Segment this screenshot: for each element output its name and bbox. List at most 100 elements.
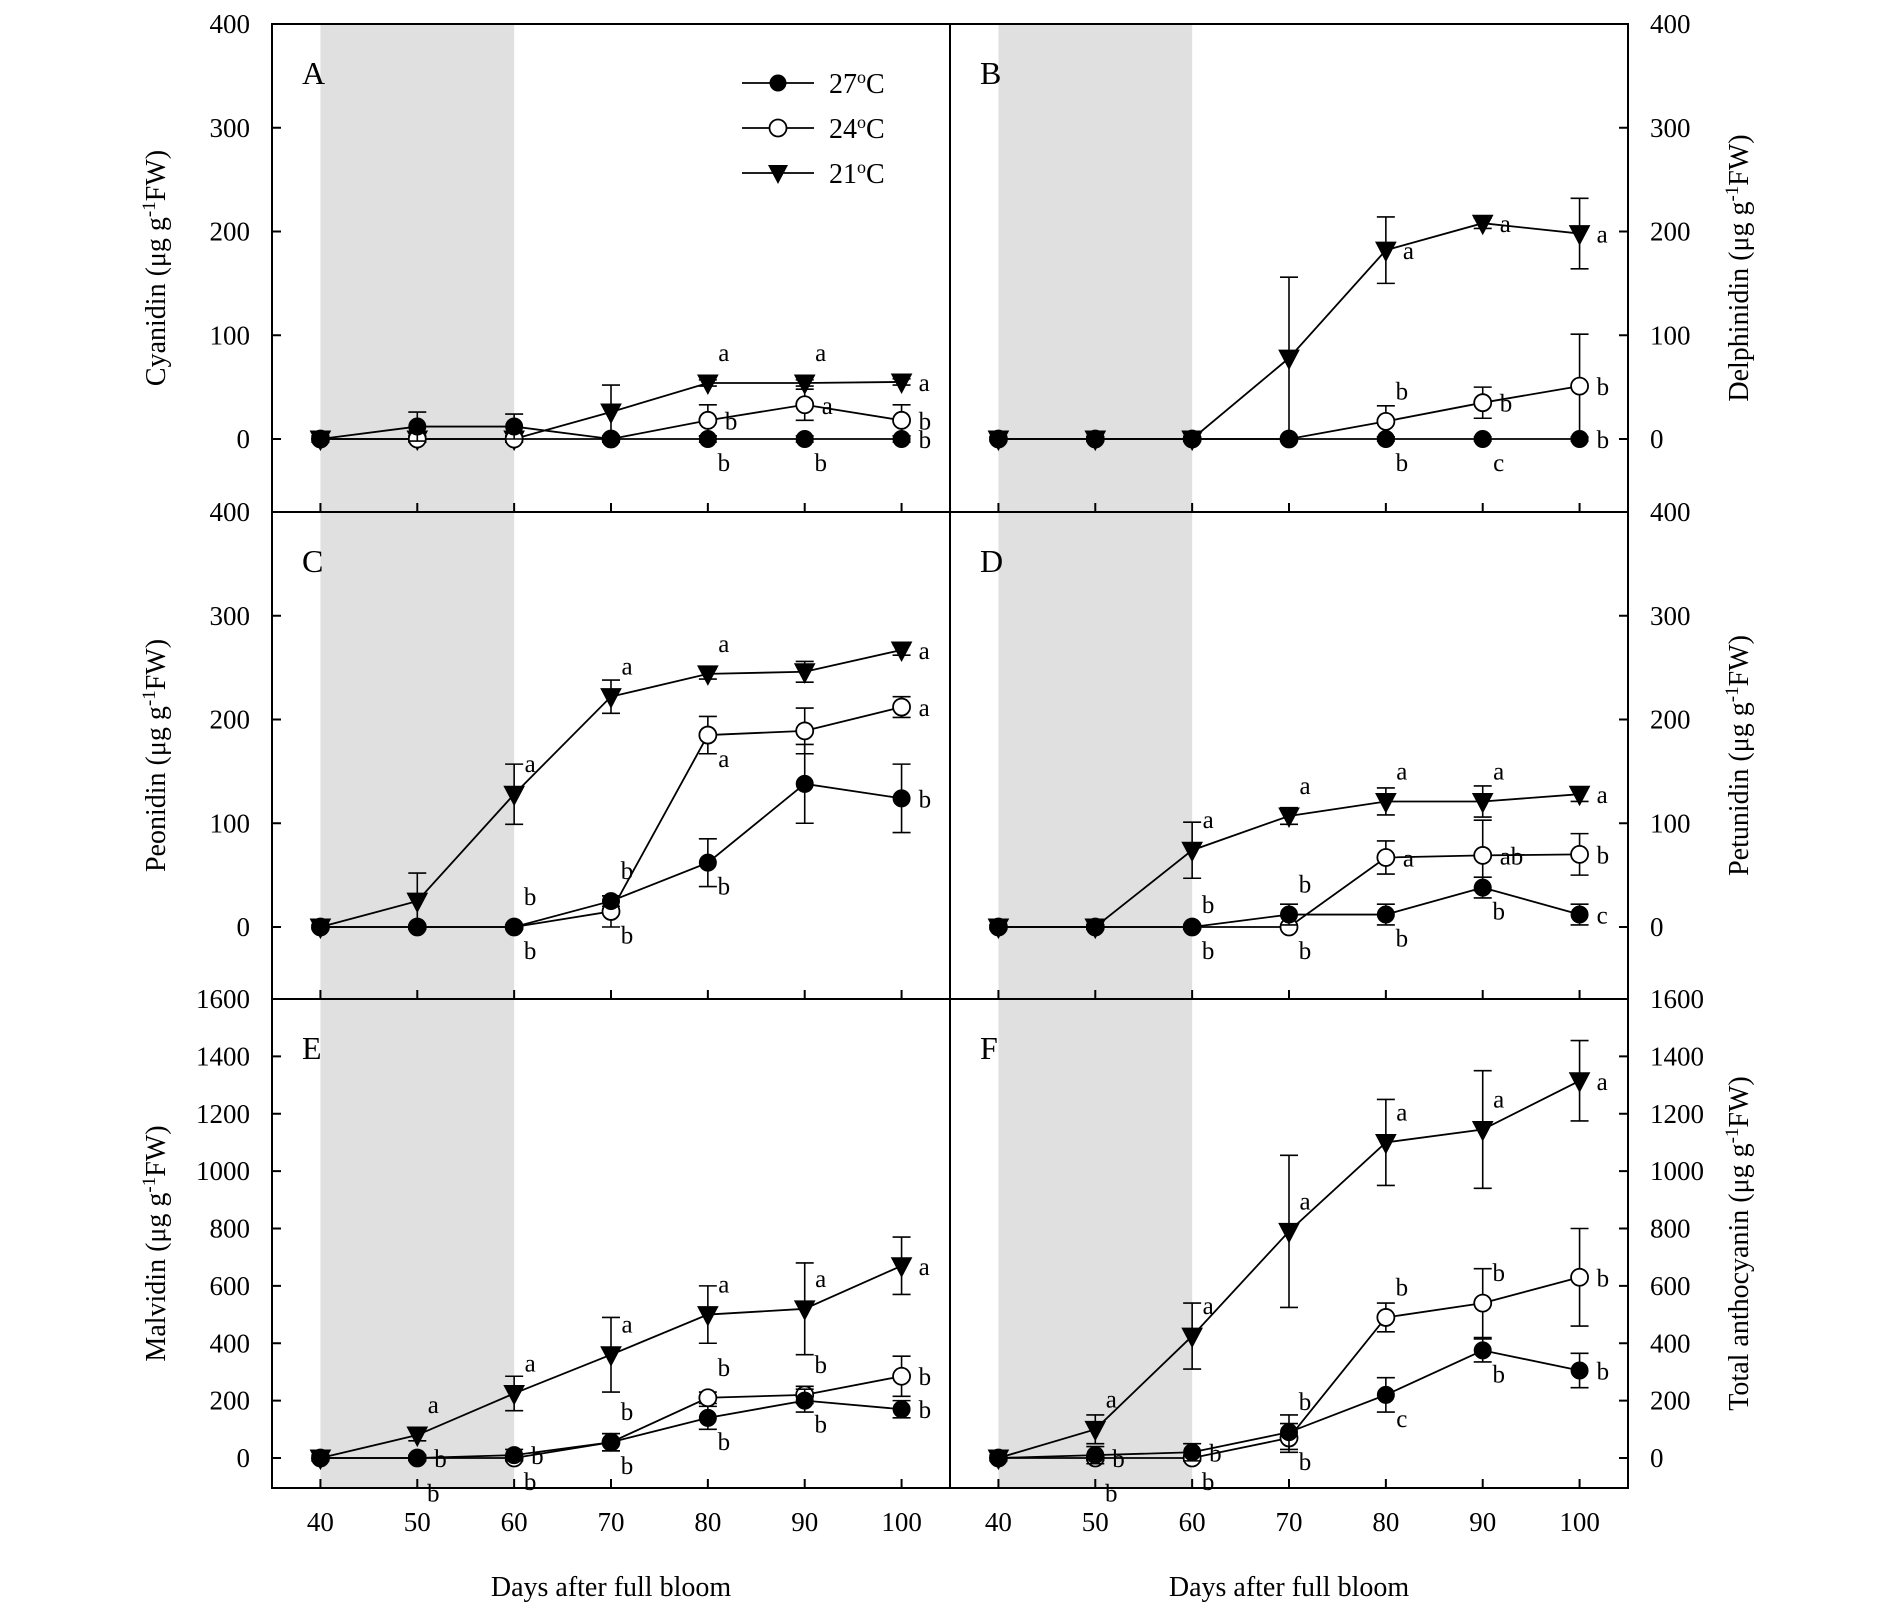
y-tick-label: 0 — [237, 1443, 251, 1473]
significance-letter: a — [1597, 782, 1608, 809]
legend-degree: o — [857, 67, 866, 87]
significance-letter: a — [1396, 758, 1407, 785]
data-point — [1181, 841, 1203, 863]
data-point — [795, 1391, 814, 1410]
data-point — [1570, 1267, 1589, 1287]
y-axis-title-sup: -1 — [1722, 186, 1743, 202]
data-point — [1375, 241, 1397, 263]
data-point — [1183, 918, 1202, 936]
data-point — [1084, 1420, 1107, 1442]
y-tick-label: 300 — [1650, 113, 1691, 143]
y-tick-label: 400 — [1650, 1328, 1691, 1358]
data-point — [892, 697, 911, 717]
significance-letter: c — [1396, 1406, 1407, 1433]
legend-label: 27oC — [829, 67, 885, 100]
significance-letter: b — [919, 1364, 932, 1391]
shaded-region — [998, 513, 1193, 998]
x-tick-label: 80 — [694, 1507, 721, 1537]
significance-letter: a — [1597, 1069, 1608, 1096]
y-axis-title-sup: -1 — [139, 201, 160, 217]
x-tick-label: 100 — [1559, 1507, 1600, 1537]
x-tick-label: 90 — [791, 1507, 818, 1537]
y-axis-title-tail: FW) — [1724, 635, 1755, 686]
data-point — [600, 688, 622, 709]
data-point — [793, 1300, 816, 1321]
y-tick-label: 0 — [237, 912, 251, 942]
y-tick-label: 0 — [237, 424, 251, 454]
significance-letter: a — [1203, 1293, 1214, 1320]
data-point — [1280, 430, 1298, 448]
y-axis-title-main: Peonidin (μg g — [141, 706, 172, 872]
data-point — [1086, 918, 1105, 936]
significance-letter: b — [1492, 899, 1505, 926]
panel-letter: E — [302, 1030, 322, 1066]
significance-letter: a — [621, 1312, 632, 1339]
y-tick-label: 400 — [210, 9, 251, 39]
significance-letter: b — [725, 408, 738, 435]
y-tick-label: 200 — [1650, 217, 1691, 247]
y-axis-title: Petunidin (μg g-1FW) — [1722, 635, 1756, 876]
legend-marker — [768, 118, 788, 138]
data-point — [1473, 878, 1492, 897]
data-point — [1473, 1293, 1493, 1313]
y-tick-label: 1400 — [1650, 1041, 1704, 1071]
y-axis-title: Delphinidin (μg g-1FW) — [1722, 134, 1756, 401]
significance-letter: a — [1493, 1087, 1504, 1114]
data-point — [1375, 792, 1397, 814]
significance-letter: b — [919, 1397, 932, 1424]
significance-letter: b — [1597, 374, 1610, 401]
data-point — [989, 1449, 1008, 1467]
data-point — [600, 403, 622, 425]
data-point — [697, 1306, 719, 1327]
y-axis-title-tail: FW) — [1724, 1076, 1755, 1127]
data-point — [795, 430, 814, 448]
data-point — [600, 1346, 622, 1367]
y-tick-label: 200 — [210, 1386, 251, 1416]
significance-letter: a — [1299, 773, 1310, 800]
significance-letter: a — [1500, 211, 1511, 238]
data-point — [890, 373, 913, 395]
data-point — [1183, 430, 1202, 448]
data-point — [503, 785, 525, 807]
x-tick-label: 70 — [1276, 1507, 1303, 1537]
data-point — [1570, 376, 1589, 396]
significance-letter: b — [1500, 391, 1513, 418]
significance-letter: b — [621, 858, 634, 885]
panel-letter: A — [302, 55, 325, 91]
significance-letter: b — [1396, 1274, 1409, 1301]
y-axis-title-sup: -1 — [139, 1177, 160, 1193]
y-tick-label: 1200 — [196, 1099, 250, 1129]
data-point — [892, 1366, 911, 1386]
significance-letter: b — [621, 1399, 634, 1426]
x-tick-label: 40 — [307, 1507, 334, 1537]
significance-letter: a — [815, 340, 826, 367]
significance-letter: b — [1597, 1359, 1610, 1386]
panel-F: F 0 200 400 600 800 1000 1200 1400 1600 40 50 60 70 80… — [980, 984, 1755, 1537]
significance-letter: a — [1597, 222, 1608, 249]
x-tick-label: 100 — [881, 1507, 922, 1537]
y-axis-title: Cyanidin (μg g-1FW) — [139, 150, 173, 386]
data-point — [1376, 1385, 1395, 1404]
significance-letter: a — [1203, 807, 1214, 834]
data-point — [311, 1449, 330, 1467]
significance-letter: a — [428, 1392, 439, 1419]
y-tick-label: 100 — [1650, 320, 1691, 350]
significance-letter: a — [1403, 845, 1414, 872]
y-axis-title: Peonidin (μg g-1FW) — [139, 639, 173, 872]
y-tick-label: 800 — [1650, 1214, 1691, 1244]
data-point — [1471, 792, 1494, 814]
data-point — [1473, 430, 1492, 448]
data-point — [1570, 1361, 1589, 1380]
significance-letter: b — [427, 1480, 440, 1507]
legend-unit: C — [866, 159, 885, 190]
data-point — [408, 918, 427, 936]
data-point — [698, 430, 717, 448]
legend-label: 21oC — [829, 157, 885, 190]
significance-letter: b — [524, 938, 537, 965]
panel-letter: B — [980, 55, 1001, 91]
legend-label: 24oC — [829, 112, 885, 145]
